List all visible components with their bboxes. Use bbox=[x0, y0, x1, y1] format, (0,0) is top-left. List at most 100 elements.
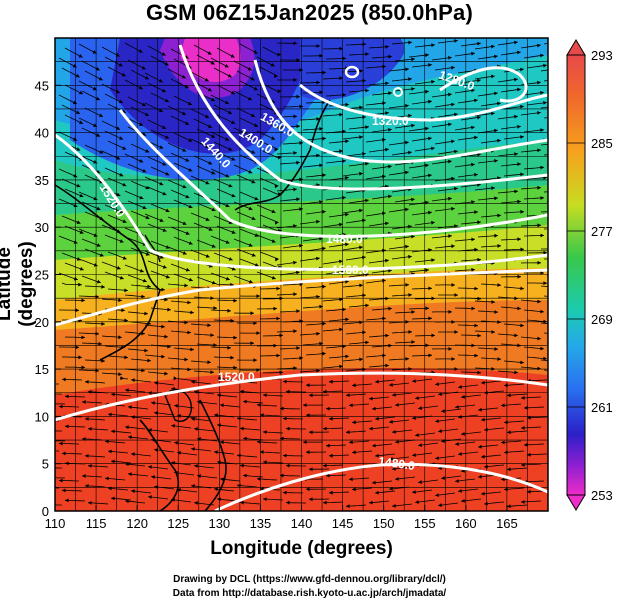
streamline-arrowhead bbox=[78, 54, 83, 58]
streamline-arrowhead bbox=[210, 370, 214, 374]
streamline-arrowhead bbox=[560, 77, 564, 81]
streamline-arrowhead bbox=[142, 132, 147, 136]
streamline-arrowhead bbox=[365, 88, 369, 93]
streamline-arrowhead bbox=[208, 124, 212, 128]
streamline-arrowhead bbox=[144, 75, 149, 80]
streamline-arrowhead bbox=[385, 81, 389, 86]
x-tick-label: 115 bbox=[86, 516, 107, 531]
streamline-arrowhead bbox=[319, 304, 323, 309]
streamline-arrowhead bbox=[208, 264, 213, 268]
streamline-arrowhead bbox=[119, 136, 124, 140]
streamline-arrowhead bbox=[260, 413, 264, 417]
streamline-arrowhead bbox=[521, 500, 525, 504]
streamline-arrowhead bbox=[412, 453, 416, 457]
streamline-arrowhead bbox=[428, 173, 432, 178]
streamline-arrowhead bbox=[520, 286, 524, 291]
streamline-arrowhead bbox=[76, 147, 81, 151]
streamline-arrowhead bbox=[527, 452, 531, 457]
streamline-arrowhead bbox=[474, 286, 478, 291]
streamline-arrowhead bbox=[497, 283, 501, 287]
streamline-arrowhead bbox=[316, 117, 320, 121]
streamline-arrowhead bbox=[411, 197, 415, 202]
streamline-arrowhead bbox=[145, 252, 150, 256]
streamline-arrowhead bbox=[474, 172, 478, 177]
streamline-arrowhead bbox=[517, 274, 521, 279]
streamline-arrowhead bbox=[316, 80, 320, 85]
streamline-arrowhead bbox=[326, 473, 330, 478]
streamline-arrowhead bbox=[561, 227, 565, 231]
streamline-arrowhead bbox=[275, 257, 279, 262]
streamline-arrowhead bbox=[159, 108, 163, 112]
streamline-arrowhead bbox=[207, 51, 212, 55]
streamline-arrowhead bbox=[349, 477, 353, 482]
streamline-arrowhead bbox=[564, 237, 568, 241]
streamline-arrowhead bbox=[274, 221, 279, 225]
streamline-arrowhead bbox=[220, 403, 224, 408]
streamline-arrowhead bbox=[478, 474, 482, 479]
streamline-arrowhead bbox=[405, 207, 409, 212]
streamline-arrowhead bbox=[458, 452, 462, 456]
streamline-arrowhead bbox=[408, 77, 412, 81]
streamline-arrowhead bbox=[75, 73, 80, 78]
streamline-arrowhead bbox=[128, 405, 132, 410]
streamline-arrowhead bbox=[286, 500, 290, 505]
streamline bbox=[540, 69, 548, 72]
streamline-arrowhead bbox=[293, 41, 297, 46]
streamline-arrowhead bbox=[345, 317, 349, 322]
streamline-arrowhead bbox=[520, 360, 524, 365]
streamline-arrowhead bbox=[191, 380, 195, 384]
streamline-arrowhead bbox=[162, 125, 166, 129]
streamline-arrowhead bbox=[408, 150, 412, 155]
streamline-arrowhead bbox=[254, 123, 258, 127]
streamline-arrowhead bbox=[138, 49, 143, 53]
streamline-arrowhead bbox=[296, 197, 300, 202]
streamline-arrowhead bbox=[392, 467, 396, 471]
streamline-arrowhead bbox=[454, 330, 458, 334]
streamline-arrowhead bbox=[329, 379, 333, 384]
streamline-arrowhead bbox=[540, 128, 544, 132]
streamline-arrowhead bbox=[517, 50, 521, 55]
streamline-arrowhead bbox=[227, 308, 231, 313]
streamline-arrowhead bbox=[477, 78, 481, 83]
streamline-arrowhead bbox=[263, 430, 267, 434]
streamline-arrowhead bbox=[342, 56, 346, 61]
streamline-arrowhead bbox=[543, 101, 547, 105]
streamline-arrowhead bbox=[339, 259, 343, 264]
streamline-arrowhead bbox=[184, 283, 188, 288]
streamline-arrowhead bbox=[412, 416, 416, 420]
streamline-arrowhead bbox=[119, 239, 124, 243]
streamline-arrowhead bbox=[296, 160, 300, 165]
streamline bbox=[546, 342, 548, 344]
streamline-arrowhead bbox=[177, 488, 181, 492]
streamline-arrowhead bbox=[184, 357, 188, 362]
streamline-arrowhead bbox=[211, 134, 216, 138]
streamline-arrowhead bbox=[213, 343, 217, 347]
streamline-arrowhead bbox=[560, 333, 564, 337]
streamline-arrowhead bbox=[293, 329, 297, 334]
streamline-arrowhead bbox=[251, 216, 256, 220]
streamline-arrowhead bbox=[517, 306, 521, 311]
streamline-arrowhead bbox=[78, 90, 83, 95]
streamline-arrowhead bbox=[557, 67, 561, 71]
streamline-arrowhead bbox=[85, 380, 89, 384]
streamline-arrowhead bbox=[182, 251, 187, 255]
streamline-arrowhead bbox=[151, 401, 155, 405]
streamline-arrowhead bbox=[474, 210, 478, 215]
streamline-arrowhead bbox=[251, 113, 255, 117]
streamline-arrowhead bbox=[537, 260, 541, 265]
streamline-arrowhead bbox=[167, 307, 171, 312]
streamline bbox=[546, 90, 548, 92]
streamline-arrowhead bbox=[228, 147, 233, 151]
streamline-arrowhead bbox=[411, 234, 415, 239]
streamline-arrowhead bbox=[228, 220, 233, 224]
streamline-arrowhead bbox=[263, 460, 267, 464]
streamline-arrowhead bbox=[319, 126, 323, 131]
streamline-arrowhead bbox=[276, 353, 280, 358]
streamline-arrowhead bbox=[217, 393, 221, 398]
streamline-arrowhead bbox=[494, 310, 498, 314]
streamline-arrowhead bbox=[322, 173, 326, 178]
streamline-arrowhead bbox=[359, 283, 363, 288]
streamline-arrowhead bbox=[365, 125, 369, 130]
streamline-arrowhead bbox=[164, 98, 169, 103]
streamline-arrowhead bbox=[165, 208, 170, 213]
